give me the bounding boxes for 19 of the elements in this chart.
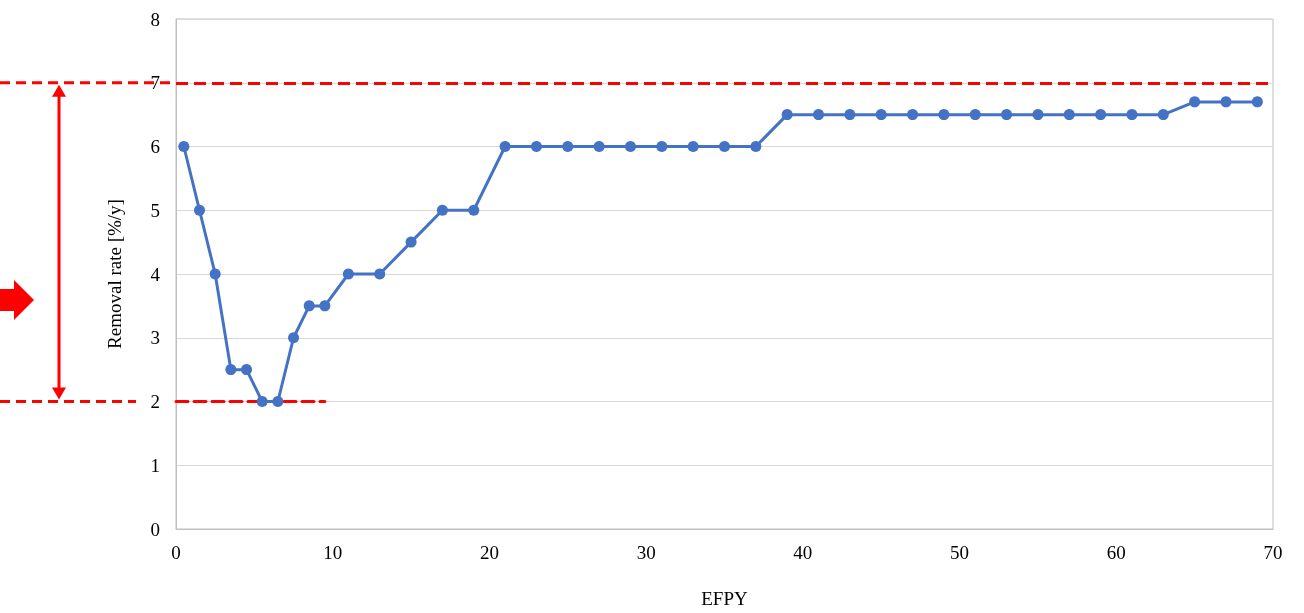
y-tick-label: 4: [150, 263, 161, 285]
y-tick-label: 1: [150, 454, 160, 476]
x-tick-label: 60: [1106, 542, 1126, 563]
y-axis-title: Removal rate [%/y]: [104, 199, 125, 349]
x-axis-title: EFPY: [701, 588, 749, 609]
x-tick-label: 20: [479, 542, 499, 563]
x-tick-label: 0: [171, 542, 181, 563]
y-tick-label: 3: [150, 327, 160, 349]
x-tick-label: 50: [950, 542, 970, 563]
x-tick-label: 70: [1263, 542, 1283, 563]
y-tick-label: 8: [150, 8, 160, 30]
x-tick-label: 10: [323, 542, 343, 563]
y-tick-label: 6: [150, 136, 160, 157]
y-tick-label: 7: [150, 72, 160, 94]
x-tick-label: 40: [793, 542, 813, 563]
y-tick-label: 5: [150, 199, 160, 221]
y-tick-label: 0: [150, 518, 160, 540]
x-tick-label: 30: [636, 542, 656, 563]
y-tick-label: 2: [150, 391, 160, 412]
